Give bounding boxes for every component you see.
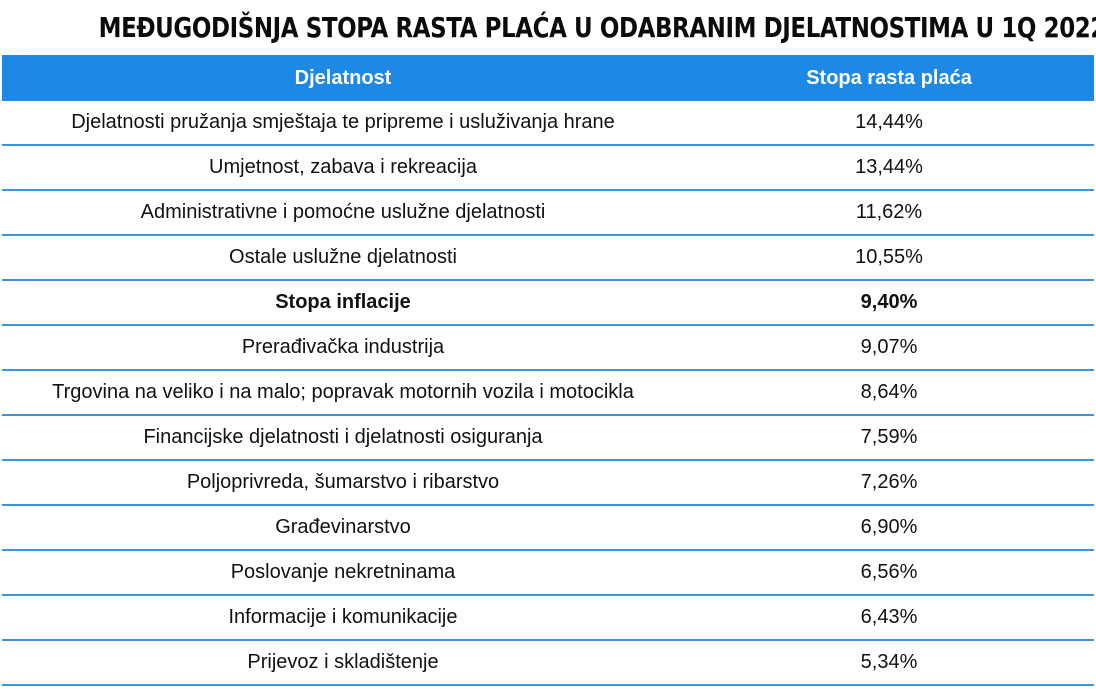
table-row: Trgovina na veliko i na malo; popravak m…: [2, 371, 1094, 416]
row-label: Administrativne i pomoćne uslužne djelat…: [140, 201, 546, 223]
row-value: 6,43%: [860, 606, 918, 628]
row-value: 5,34%: [860, 651, 918, 673]
row-label: Djelatnosti pružanja smještaja te pripre…: [71, 111, 615, 133]
row-label: Umjetnost, zabava i rekreacija: [209, 156, 477, 178]
table-row: Informacije i komunikacije 6,43%: [2, 596, 1094, 641]
row-value: 13,44%: [855, 156, 923, 178]
row-label: Trgovina na veliko i na malo; popravak m…: [52, 381, 634, 403]
header-djelatnost: Djelatnost: [294, 66, 392, 89]
row-value: 8,64%: [860, 381, 918, 403]
row-value: 11,62%: [855, 201, 923, 223]
chart-title: MEĐUGODIŠNJA STOPA RASTA PLAĆA U ODABRAN…: [98, 11, 1096, 44]
table-body: Djelatnosti pružanja smještaja te pripre…: [2, 101, 1094, 686]
row-value: 7,26%: [860, 471, 918, 493]
table-row: Umjetnost, zabava i rekreacija 13,44%: [2, 146, 1094, 191]
row-label: Prerađivačka industrija: [241, 336, 445, 358]
row-value: 10,55%: [855, 246, 923, 268]
row-value: 9,07%: [860, 336, 918, 358]
row-value: 14,44%: [855, 111, 923, 133]
row-label: Informacije i komunikacije: [228, 606, 458, 628]
table-row: Prerađivačka industrija 9,07%: [2, 326, 1094, 371]
row-label: Financijske djelatnosti i djelatnosti os…: [143, 426, 543, 448]
row-value: 6,56%: [860, 561, 918, 583]
table-row: Ostale uslužne djelatnosti 10,55%: [2, 236, 1094, 281]
table-row: Poljoprivreda, šumarstvo i ribarstvo 7,26…: [2, 461, 1094, 506]
data-table: Djelatnost Stopa rasta plaća Djelatnosti…: [2, 55, 1094, 686]
table-row: Građevinarstvo 6,90%: [2, 506, 1094, 551]
row-value: 7,59%: [860, 426, 918, 448]
row-label: Prijevoz i skladištenje: [247, 651, 439, 673]
row-value: 6,90%: [860, 516, 918, 538]
table-row: Poslovanje nekretninama 6,56%: [2, 551, 1094, 596]
table-row: Financijske djelatnosti i djelatnosti os…: [2, 416, 1094, 461]
row-label: Ostale uslužne djelatnosti: [229, 246, 457, 268]
table-row: Prijevoz i skladištenje 5,34%: [2, 641, 1094, 686]
row-label: Poslovanje nekretninama: [230, 561, 456, 583]
row-label: Građevinarstvo: [275, 516, 411, 538]
header-stopa-rasta: Stopa rasta plaća: [806, 66, 972, 89]
row-label: Poljoprivreda, šumarstvo i ribarstvo: [186, 471, 500, 493]
table-row: Stopa inflacije 9,40%: [2, 281, 1094, 326]
table-row: Djelatnosti pružanja smještaja te pripre…: [2, 101, 1094, 146]
row-label: Stopa inflacije: [275, 291, 411, 313]
table-row: Administrativne i pomoćne uslužne djelat…: [2, 191, 1094, 236]
row-value: 9,40%: [860, 291, 918, 313]
table-header: Djelatnost Stopa rasta plaća: [2, 55, 1094, 101]
